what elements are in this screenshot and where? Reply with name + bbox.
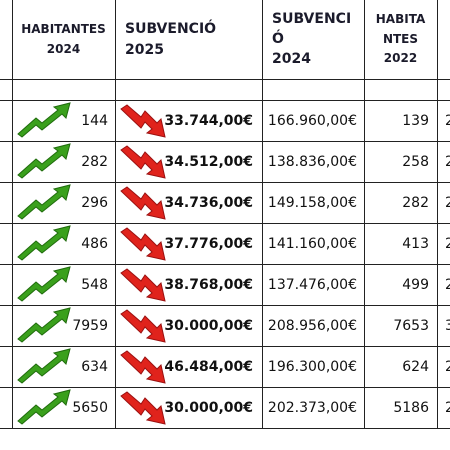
header-text: SUBVENCI <box>272 11 352 27</box>
cell-text: 499 <box>402 277 429 293</box>
up-arrow <box>17 389 71 425</box>
cell-text: 5186 <box>393 400 429 416</box>
cell-text: 30.000,00€ <box>164 318 253 334</box>
cell-text: 37.776,00€ <box>164 236 253 252</box>
cell-text: 38.768,00€ <box>164 277 253 293</box>
cell-text: 149.158,00€ <box>267 195 357 211</box>
up-arrow-shape <box>17 348 71 384</box>
header-text: Ó <box>272 31 284 47</box>
down-arrow <box>120 227 166 261</box>
row-border <box>0 79 450 80</box>
header-text: SUBVENCIÓ <box>125 21 217 37</box>
cell-text: 2 <box>445 277 450 293</box>
up-arrow-shape <box>17 143 71 179</box>
header-text: NTES <box>382 32 419 46</box>
up-arrow <box>17 266 71 302</box>
header-text: HABITANTES <box>21 22 106 36</box>
cell-text: 7653 <box>393 318 429 334</box>
header-text: 2025 <box>125 42 164 58</box>
down-arrow-shape <box>120 104 166 138</box>
up-arrow-shape <box>17 225 71 261</box>
row-border <box>0 346 450 347</box>
cell-text: 139 <box>402 113 429 129</box>
up-arrow <box>17 225 71 261</box>
row-border <box>0 428 450 429</box>
cell-text: 258 <box>402 154 429 170</box>
header-text: 2022 <box>383 51 418 65</box>
cell-text: 2 <box>445 359 450 375</box>
row-border <box>0 182 450 183</box>
down-arrow-shape <box>120 145 166 179</box>
up-arrow-shape <box>17 389 71 425</box>
cell-text: 144 <box>81 113 108 129</box>
up-arrow <box>17 143 71 179</box>
down-arrow <box>120 268 166 302</box>
down-arrow-shape <box>120 350 166 384</box>
down-arrow-shape <box>120 227 166 261</box>
row-border <box>0 100 450 101</box>
row-border <box>0 305 450 306</box>
up-arrow <box>17 348 71 384</box>
down-arrow <box>120 391 166 425</box>
down-arrow-shape <box>120 268 166 302</box>
header-text: 2024 <box>272 51 311 67</box>
cell-text: 141.160,00€ <box>267 236 357 252</box>
up-arrow-shape <box>17 184 71 220</box>
cell-text: 34.736,00€ <box>164 195 253 211</box>
cell-text: 282 <box>402 195 429 211</box>
down-arrow <box>120 350 166 384</box>
cell-text: 2 <box>445 236 450 252</box>
cell-text: 166.960,00€ <box>267 113 357 129</box>
cell-text: 634 <box>81 359 108 375</box>
up-arrow <box>17 307 71 343</box>
cell-text: 548 <box>81 277 108 293</box>
cell-text: 33.744,00€ <box>164 113 253 129</box>
down-arrow-shape <box>120 186 166 220</box>
up-arrow <box>17 102 71 138</box>
cell-text: 196.300,00€ <box>267 359 357 375</box>
down-arrow <box>120 145 166 179</box>
row-border <box>0 264 450 265</box>
cell-text: 2 <box>445 113 450 129</box>
cell-text: 30.000,00€ <box>164 400 253 416</box>
cell-text: 137.476,00€ <box>267 277 357 293</box>
cell-text: 46.484,00€ <box>164 359 253 375</box>
column-border <box>364 0 365 429</box>
cell-text: 7959 <box>72 318 108 334</box>
down-arrow <box>120 104 166 138</box>
cell-text: 138.836,00€ <box>267 154 357 170</box>
cell-text: 5650 <box>72 400 108 416</box>
up-arrow-shape <box>17 307 71 343</box>
cell-text: 296 <box>81 195 108 211</box>
row-border <box>0 223 450 224</box>
column-border <box>12 0 13 429</box>
down-arrow-shape <box>120 309 166 343</box>
header-text: 2024 <box>46 42 81 56</box>
up-arrow <box>17 184 71 220</box>
cell-text: 2 <box>445 400 450 416</box>
column-border <box>115 0 116 429</box>
cell-text: 2 <box>445 154 450 170</box>
column-border <box>262 0 263 429</box>
cell-text: 282 <box>81 154 108 170</box>
row-border <box>0 387 450 388</box>
up-arrow-shape <box>17 266 71 302</box>
cell-text: 413 <box>402 236 429 252</box>
cell-text: 208.956,00€ <box>267 318 357 334</box>
cell-text: 34.512,00€ <box>164 154 253 170</box>
column-border <box>437 0 438 429</box>
up-arrow-shape <box>17 102 71 138</box>
row-border <box>0 141 450 142</box>
header-text: HABITA <box>375 12 426 26</box>
cell-text: 2 <box>445 195 450 211</box>
down-arrow-shape <box>120 391 166 425</box>
cell-text: 202.373,00€ <box>267 400 357 416</box>
cell-text: 624 <box>402 359 429 375</box>
down-arrow <box>120 186 166 220</box>
cell-text: 3 <box>445 318 450 334</box>
down-arrow <box>120 309 166 343</box>
cell-text: 486 <box>81 236 108 252</box>
